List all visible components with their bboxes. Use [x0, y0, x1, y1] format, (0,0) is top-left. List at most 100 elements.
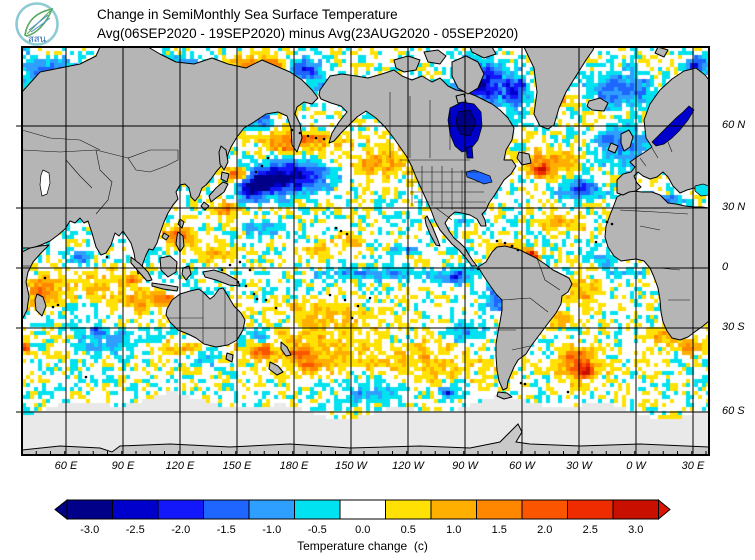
colorbar-tick-label: -0.5 — [308, 524, 327, 536]
political-border — [65, 159, 93, 189]
colorbar-right-arrow — [658, 498, 671, 521]
landmass — [225, 352, 234, 363]
landmass — [280, 341, 292, 357]
island-dot — [254, 170, 258, 174]
colorbar-segment — [521, 499, 568, 520]
inland-sea — [455, 109, 477, 137]
lon-axis-label: 90 E — [111, 460, 135, 472]
island-dot — [516, 248, 520, 252]
lon-axis-label: 180 E — [279, 460, 309, 472]
landmass — [159, 255, 178, 278]
island-dot — [43, 276, 47, 280]
political-border — [127, 150, 179, 173]
island-dot — [334, 226, 338, 230]
landmass — [604, 190, 709, 341]
colorbar-segment — [112, 499, 159, 520]
colorbar-segment — [157, 499, 204, 520]
lat-axis-label: 60 N — [722, 119, 746, 131]
inland-sea — [39, 169, 51, 197]
island-dot — [244, 284, 248, 288]
political-border — [501, 297, 549, 313]
chart-subtitle: Avg(06SEP2020 - 19SEP2020) minus Avg(23A… — [97, 26, 519, 41]
landmass — [161, 232, 170, 241]
title-block: Change in SemiMonthly Sea Surface Temper… — [97, 5, 518, 43]
lon-axis-label: 150 E — [222, 460, 252, 472]
inland-sea — [694, 183, 709, 197]
landmass — [165, 287, 246, 348]
landmass — [469, 47, 497, 59]
island-dot — [248, 268, 252, 272]
island-dot — [328, 293, 332, 297]
island-dot — [610, 222, 614, 226]
island-dot — [266, 156, 270, 160]
island-dot — [594, 240, 598, 244]
colorbar-segment — [294, 499, 341, 520]
landmass — [220, 171, 230, 183]
colorbar-tick-label: 3.0 — [628, 524, 643, 536]
island-dot — [322, 137, 326, 141]
colorbar-tick-label: 2.5 — [583, 524, 598, 536]
island-dot — [290, 128, 294, 132]
island-dot — [368, 296, 372, 300]
logo-ring-icon — [15, 2, 59, 46]
island-dot — [105, 255, 109, 259]
political-border — [651, 147, 659, 159]
landmass — [22, 47, 319, 275]
lat-axis-label: 60 S — [722, 405, 745, 417]
map-frame — [21, 46, 710, 456]
colorbar-legend: -3.0 -2.5 -2.0 -1.5 -1.0 -0.5 0.0 0.5 1.0 1.5 2.0 2… — [54, 498, 671, 553]
lon-axis-label: 60 W — [509, 460, 535, 472]
political-border — [619, 209, 689, 215]
island-dot — [343, 298, 347, 302]
landmass — [424, 215, 441, 247]
colorbar-tick-label: 2.0 — [537, 524, 552, 536]
landmass — [523, 47, 595, 130]
lon-axis-label: 30 E — [681, 460, 705, 472]
colorbar-tick-label: 0.5 — [401, 524, 416, 536]
landmass — [451, 55, 485, 95]
leaf-wave-icon — [28, 14, 51, 33]
inland-sea — [465, 145, 474, 159]
island-dot — [339, 229, 343, 233]
colorbar-segment — [612, 499, 659, 520]
landmass — [620, 129, 634, 152]
colorbar-left-arrow — [54, 498, 68, 521]
island-dot — [236, 280, 240, 284]
island-dot — [566, 390, 570, 394]
landmass — [318, 69, 517, 267]
landmass — [496, 391, 513, 400]
landmass — [455, 93, 467, 104]
colorbar-tick-label: 1.0 — [446, 524, 461, 536]
lon-axis-label: 150 W — [335, 460, 367, 472]
island-dot — [345, 232, 349, 236]
colorbar-caption: Temperature change (c) — [297, 539, 428, 553]
landmass — [423, 49, 447, 65]
lon-axis-label: 120 E — [165, 460, 195, 472]
colorbar-segment — [476, 499, 523, 520]
chart-title: Change in SemiMonthly Sea Surface Temper… — [97, 7, 398, 22]
island-dot — [255, 297, 259, 301]
colorbar-segment — [339, 499, 386, 520]
inland-sea — [465, 169, 493, 185]
antarctica — [22, 423, 709, 455]
island-dot — [476, 267, 480, 271]
lat-axis-label: 30 N — [722, 201, 746, 213]
landmass — [34, 293, 47, 317]
lon-axis-label: 120 W — [392, 460, 424, 472]
landmass — [516, 151, 532, 166]
colorbar-tick-label: -1.5 — [217, 524, 236, 536]
political-border — [22, 149, 178, 159]
island-dot — [356, 304, 360, 308]
lon-axis-label: 60 E — [54, 460, 78, 472]
landmass — [200, 201, 210, 211]
landmass — [607, 142, 619, 154]
island-dot — [220, 268, 224, 272]
island-dot — [510, 244, 514, 248]
colorbar-segment — [248, 499, 295, 520]
colorbar-segment — [430, 499, 477, 520]
political-border — [639, 157, 647, 167]
political-border — [435, 207, 453, 221]
lon-axis-label: 30 W — [566, 460, 592, 472]
colorbar-tick-label: -2.0 — [171, 524, 190, 536]
